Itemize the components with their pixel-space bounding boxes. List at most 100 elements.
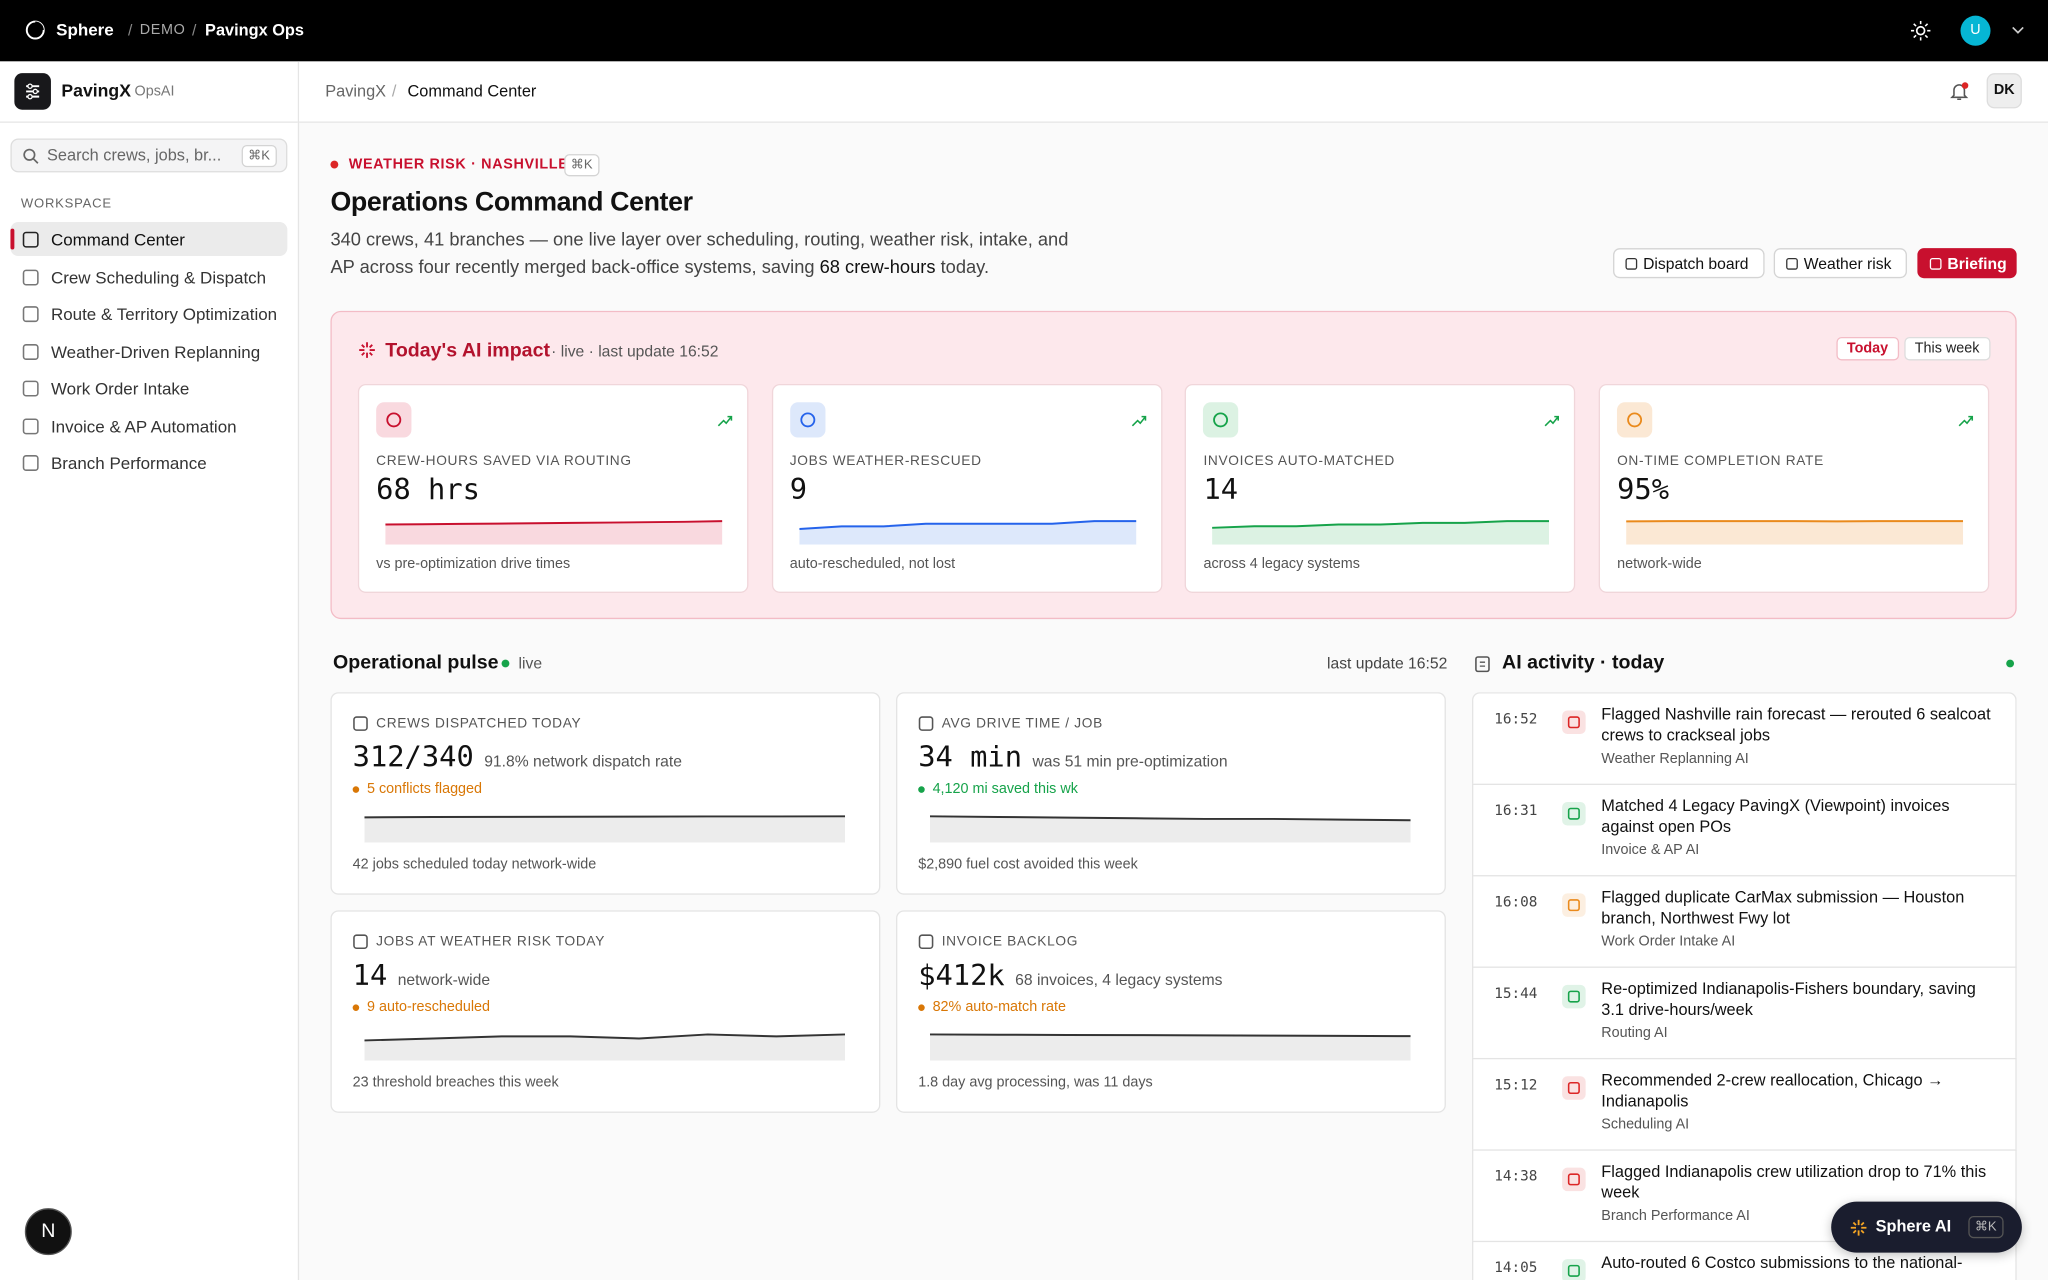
metric-label: ON-TIME COMPLETION RATE [1617,453,1824,469]
impact-card: CREW-HOURS SAVED VIA ROUTING 68 hrs vs pre… [357,383,749,593]
chevron[interactable] [2011,26,2024,35]
metric-flag: 82% auto-match rate [932,999,1066,1015]
metric-label: CREWS DISPATCHED TODAY [376,715,582,732]
activity-text: Flagged duplicate CarMax submission — Ho… [1601,888,1965,927]
pulse-icon [353,934,368,950]
activity-source: Work Order Intake AI [1601,933,1736,950]
nav-icon [22,231,39,248]
activity-text: Flagged Indianapolis crew utilization dr… [1601,1162,1987,1201]
live-dot [2006,659,2015,668]
tab-active[interactable]: Today [1836,336,1899,361]
activity-text: Flagged Nashville rain forecast — rerout… [1601,705,1991,744]
nav-icon-shape [22,380,39,397]
nav-icon-shape [22,306,39,323]
launcher[interactable]: N [24,1208,72,1256]
impact-icon [359,342,375,358]
trend-icon [717,415,733,427]
search-shortcut: ⌘K [241,144,277,168]
trend-icon [1545,415,1560,427]
pulse-card: CREWS DISPATCHED TODAY 312/340 91.8% netwo… [330,692,881,895]
alert[interactable]: WEATHER RISK · NASHVILLE [348,156,569,173]
nav-item[interactable]: Weather-Driven Replanning [10,334,287,368]
metric-row: 312/340 91.8% network dispatch rate [353,742,682,775]
activity-glyph-shape [1567,807,1580,820]
pulse-icon-shape [918,934,934,950]
sparkline-area [1626,521,1964,545]
nav-item[interactable]: Route & Territory Optimization [10,296,287,330]
assistant-shortcut: ⌘K [1968,1215,2004,1239]
user-badge[interactable]: DK [1986,73,2022,109]
project[interactable]: Pavingx Ops [205,20,304,40]
description-highlight: 68 crew-hours [819,255,936,277]
activity-time: 15:12 [1494,1076,1538,1094]
nav-label: Branch Performance [50,453,207,473]
impact-glyph [386,412,402,428]
sparkline [798,520,1136,545]
notifications[interactable] [1949,81,1970,102]
nav-item[interactable]: Invoice & AP Automation [10,408,287,442]
activity-text: Auto-routed 6 Costco submissions to the … [1601,1253,1963,1273]
avatar[interactable]: U [1960,15,1991,46]
activity-glyph-shape [1567,899,1580,912]
activity-item[interactable]: 16:08 Flagged duplicate CarMax submission… [1471,875,2017,967]
sparkline [1212,520,1550,545]
nav-item[interactable]: Work Order Intake [10,371,287,405]
search[interactable]: Search crews, jobs, br... ⌘K [10,138,288,173]
activity-item[interactable]: 16:52 Flagged Nashville rain forecast — r… [1471,692,2017,784]
pulse-card: INVOICE BACKLOG $412k 68 invoices, 4 legac… [895,910,1446,1113]
action-label: Weather risk [1803,254,1892,273]
metric-row: 14 network-wide [353,960,490,993]
sparkline-area [929,1034,1411,1061]
pulse-card: JOBS AT WEATHER RISK TODAY 14 network-wide… [330,910,881,1113]
impact-glyph [799,412,815,428]
sparkline [929,815,1411,843]
theme-toggle[interactable] [1910,20,1931,41]
page-title: Operations Command Center [330,186,693,217]
description-text: today. [935,255,990,277]
impact-card: ON-TIME COMPLETION RATE 95% network-wide [1598,383,1990,593]
activity-list: 16:52 Flagged Nashville rain forecast — r… [1471,692,2017,1280]
nav-item[interactable]: Crew Scheduling & Dispatch [10,259,287,293]
impact-card: JOBS WEATHER-RESCUED 9 auto-rescheduled, n… [771,383,1163,593]
metric-value: 95% [1617,474,1670,507]
button-icon-shape [1786,257,1798,270]
pulse-icon [918,716,934,731]
sparkline [1626,520,1964,545]
pulse-icon-shape [918,716,934,731]
activity-glyph-shape [1567,990,1580,1003]
activity-icon [1562,1167,1586,1192]
activity-item[interactable]: 16:31 Matched 4 Legacy PavingX (Viewpoint… [1471,783,2017,876]
org[interactable]: DEMO [139,22,186,38]
action-button[interactable]: Weather risk [1773,248,1907,279]
breadcrumb-parent[interactable]: PavingX [325,82,387,101]
metric-note: auto-rescheduled, not lost [789,556,956,573]
metric-detail: 68 invoices, 4 legacy systems [1015,970,1223,989]
activity-source: Scheduling AI [1601,1116,1690,1133]
nav-item[interactable]: Branch Performance [10,445,287,479]
impact-icon [376,402,412,438]
activity-time: 16:31 [1494,801,1538,819]
nav-icon [22,417,39,434]
app-name: PavingX [61,80,131,101]
top-bar: Sphere / DEMO / Pavingx Ops U [0,0,2048,62]
nav-icon [22,306,39,323]
page-header: PavingX / Command Center DK [299,61,2048,123]
action-button[interactable]: Briefing [1917,248,2017,279]
activity-icon [1562,1076,1586,1100]
nav-label: Route & Territory Optimization [50,304,278,324]
brand[interactable]: Sphere [56,19,114,40]
metric-detail: was 51 min pre-optimization [1032,752,1228,771]
assistant-button[interactable]: Sphere AI ⌘K [1831,1201,2022,1253]
metric-note: 42 jobs scheduled today network-wide [352,856,597,873]
trend-shape [1545,415,1560,427]
activity-item[interactable]: 15:12 Recommended 2-crew reallocation, Ch… [1471,1057,2017,1150]
activity-text: Matched 4 Legacy PavingX (Viewpoint) inv… [1601,796,1950,836]
activity-item[interactable]: 15:44 Re-optimized Indianapolis-Fishers b… [1471,966,2017,1058]
tab[interactable]: This week [1904,336,1990,361]
nav-item[interactable]: Command Center [10,222,288,256]
button-icon [1786,257,1798,270]
metric-label: AVG DRIVE TIME / JOB [941,715,1103,732]
action-button[interactable]: Dispatch board [1613,248,1765,279]
separator: / [127,20,133,40]
activity-icon [1562,710,1586,735]
